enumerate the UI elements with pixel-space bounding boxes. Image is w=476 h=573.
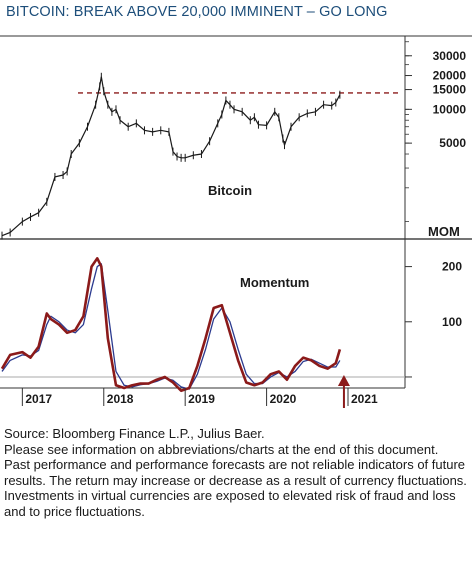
price-panel <box>1 72 400 240</box>
momentum-series <box>0 257 342 393</box>
bitcoin-price-series <box>1 76 341 237</box>
x-tick-label: 2018 <box>107 392 134 406</box>
x-tick-label: 2021 <box>351 392 378 406</box>
performance-disclaimer: Past performance and performance forecas… <box>4 457 467 488</box>
momentum-panel <box>0 257 405 393</box>
source-note: Source: Bloomberg Finance L.P., Julius B… <box>4 426 265 441</box>
price-panel-label: Bitcoin <box>208 183 252 198</box>
price-tick-label: 5000 <box>439 136 466 150</box>
footer-notes: Source: Bloomberg Finance L.P., Julius B… <box>4 426 470 519</box>
price-tick-label: 20000 <box>433 69 467 83</box>
price-tick-label: 10000 <box>433 102 467 116</box>
price-tick-label: 15000 <box>433 83 467 97</box>
signal-arrow-head <box>337 375 350 386</box>
chart-frame <box>0 35 472 389</box>
abbreviations-note: Please see information on abbreviations/… <box>4 441 439 457</box>
chart-title: BITCOIN: BREAK ABOVE 20,000 IMMINENT – G… <box>6 4 388 20</box>
momentum-panel-label: Momentum <box>240 275 309 290</box>
price-tick-label: 30000 <box>433 49 467 63</box>
x-tick-label: 2017 <box>25 392 52 406</box>
mom-tick-label: 100 <box>442 315 462 329</box>
x-tick-label: 2019 <box>188 392 215 406</box>
mom-tick-label: 200 <box>442 260 462 274</box>
x-tick-label: 2020 <box>270 392 297 406</box>
mom-axis-label: MOM <box>428 224 460 239</box>
risk-disclaimer: Investments in virtual currencies are ex… <box>4 488 456 519</box>
